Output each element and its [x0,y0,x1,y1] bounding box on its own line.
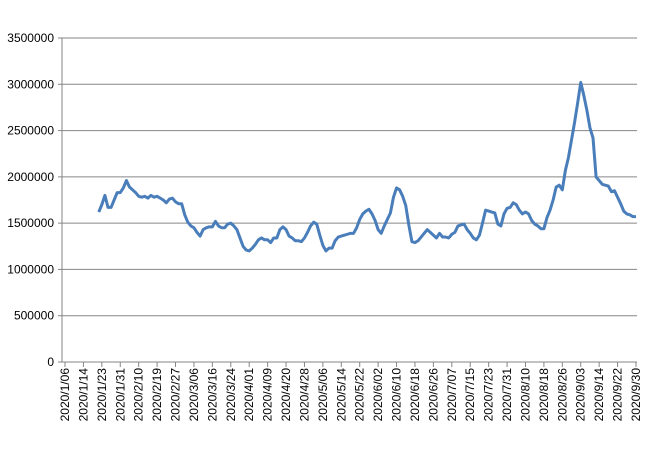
x-tick-label: 2020/1/23 [95,368,109,422]
x-tick-label: 2020/2/10 [132,368,146,422]
x-tick-label: 2020/9/03 [574,368,588,422]
x-tick-label: 2020/9/30 [629,368,643,422]
y-tick-label: 2500000 [7,124,54,138]
x-tick-label: 2020/4/09 [261,368,275,422]
y-tick-label: 1000000 [7,262,54,276]
x-tick-label: 2020/1/06 [58,368,72,422]
x-tick-label: 2020/2/19 [150,368,164,422]
y-tick-label: 0 [47,355,54,369]
y-tick-label: 1500000 [7,216,54,230]
x-tick-label: 2020/5/06 [316,368,330,422]
x-tick-label: 2020/8/26 [555,368,569,422]
x-tick-label: 2020/2/27 [169,368,183,422]
y-tick-label: 500000 [14,309,54,323]
x-tick-label: 2020/1/31 [113,368,127,422]
x-tick-label: 2020/6/18 [408,368,422,422]
x-tick-label: 2020/1/14 [76,368,90,422]
x-tick-label: 2020/4/01 [242,368,256,422]
x-tick-label: 2020/5/14 [334,368,348,422]
x-tick-label: 2020/7/31 [500,368,514,422]
line-series [97,80,636,253]
x-tick-label: 2020/9/22 [611,368,625,422]
x-tick-label: 2020/9/14 [592,368,606,422]
x-tick-label: 2020/3/24 [224,368,238,422]
x-tick-label: 2020/4/28 [297,368,311,422]
x-tick-label: 2020/8/18 [537,368,551,422]
x-tick-label: 2020/7/23 [482,368,496,422]
y-tick-label: 3000000 [7,77,54,91]
x-tick-label: 2020/6/10 [390,368,404,422]
x-tick-label: 2020/6/26 [426,368,440,422]
x-tick-label: 2020/4/20 [279,368,293,422]
x-tick-label: 2020/8/10 [518,368,532,422]
y-tick-label: 3500000 [7,31,54,45]
x-tick-label: 2020/7/15 [463,368,477,422]
x-tick-label: 2020/3/16 [205,368,219,422]
x-tick-label: 2020/6/02 [371,368,385,422]
x-tick-label: 2020/5/22 [353,368,367,422]
x-tick-label: 2020/3/06 [187,368,201,422]
y-tick-label: 2000000 [7,170,54,184]
x-tick-label: 2020/7/07 [445,368,459,422]
